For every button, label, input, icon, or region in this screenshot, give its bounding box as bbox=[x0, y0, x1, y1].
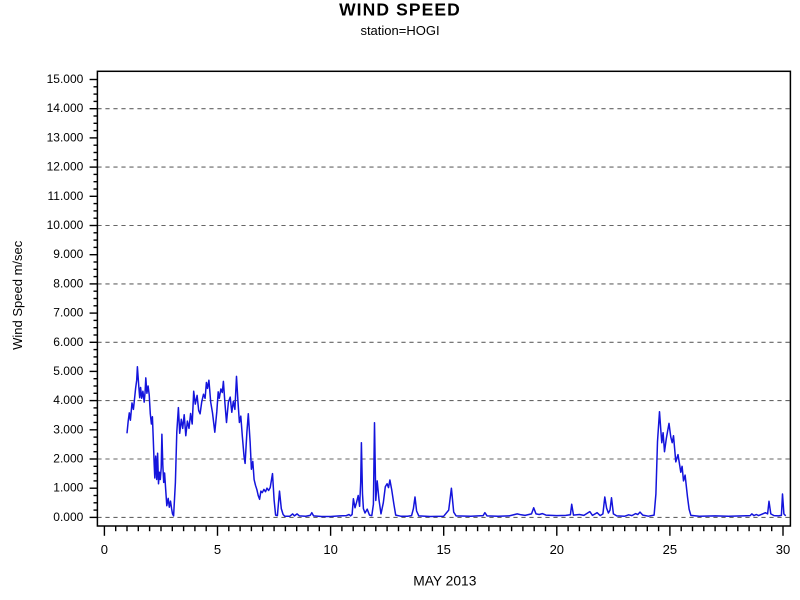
svg-text:0.000: 0.000 bbox=[53, 510, 83, 524]
svg-text:8.000: 8.000 bbox=[53, 276, 83, 290]
svg-text:4.000: 4.000 bbox=[53, 393, 83, 407]
svg-text:station=HOGI: station=HOGI bbox=[360, 23, 439, 38]
svg-text:0: 0 bbox=[101, 542, 108, 557]
svg-text:MAY 2013: MAY 2013 bbox=[413, 573, 476, 588]
svg-text:20: 20 bbox=[550, 542, 564, 557]
svg-text:12.000: 12.000 bbox=[47, 160, 84, 174]
svg-text:25: 25 bbox=[663, 542, 677, 557]
svg-text:3.000: 3.000 bbox=[53, 422, 83, 436]
svg-text:10.000: 10.000 bbox=[47, 218, 84, 232]
svg-text:1.000: 1.000 bbox=[53, 481, 83, 495]
svg-text:13.000: 13.000 bbox=[47, 130, 84, 144]
svg-text:30: 30 bbox=[776, 542, 790, 557]
svg-text:7.000: 7.000 bbox=[53, 306, 83, 320]
svg-text:14.000: 14.000 bbox=[47, 101, 84, 115]
svg-text:Wind Speed m/sec: Wind Speed m/sec bbox=[10, 240, 25, 350]
svg-text:WIND SPEED: WIND SPEED bbox=[339, 0, 461, 20]
svg-text:15: 15 bbox=[436, 542, 450, 557]
svg-text:5.000: 5.000 bbox=[53, 364, 83, 378]
svg-text:15.000: 15.000 bbox=[47, 72, 84, 86]
svg-text:10: 10 bbox=[323, 542, 337, 557]
svg-text:2.000: 2.000 bbox=[53, 452, 83, 466]
svg-text:9.000: 9.000 bbox=[53, 247, 83, 261]
svg-text:5: 5 bbox=[214, 542, 221, 557]
svg-text:6.000: 6.000 bbox=[53, 335, 83, 349]
svg-text:11.000: 11.000 bbox=[47, 189, 83, 203]
